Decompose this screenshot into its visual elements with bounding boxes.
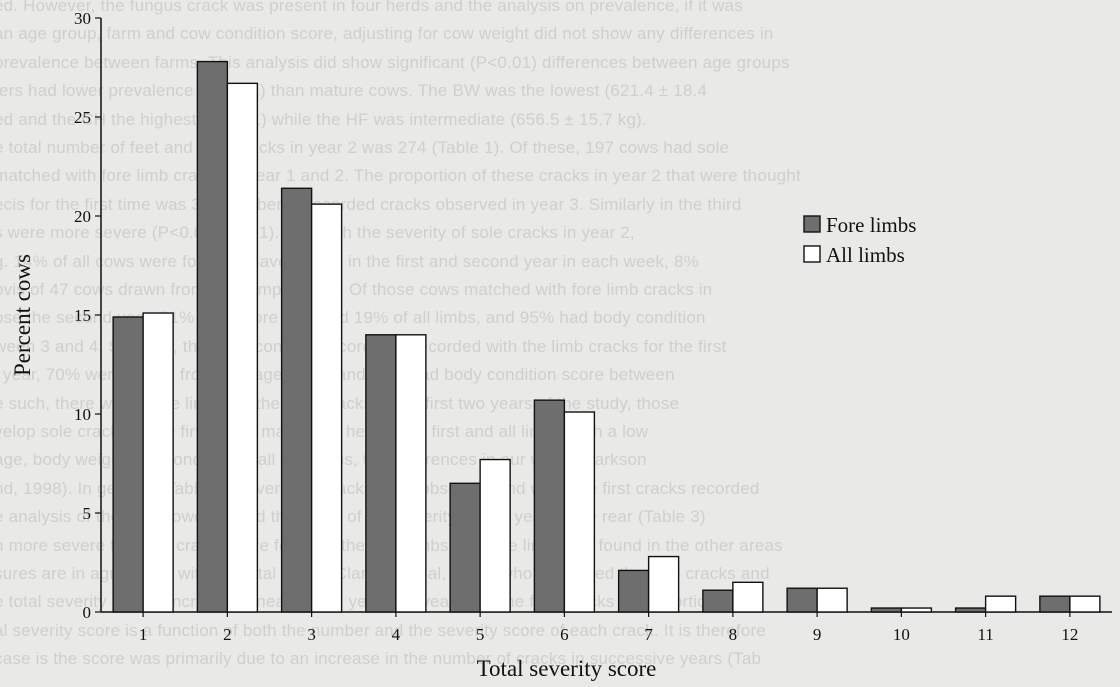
- y-tick-label: 10: [74, 405, 91, 424]
- bar-all-limbs: [816, 587, 848, 613]
- background-text-line: ween 3 and 4. Similarly, the body condit…: [0, 336, 727, 356]
- background-text-line: ed. However, the fungus crack was presen…: [0, 0, 743, 15]
- x-tick-label: 10: [893, 625, 910, 644]
- bar-fore-limbs: [617, 569, 650, 613]
- background-text-line: e analysis of the site, however, and the…: [0, 507, 706, 527]
- background-text-line: ose the second year, 81% of the fore lim…: [0, 308, 706, 328]
- legend-label-fore-limbs: Fore limbs: [826, 213, 916, 237]
- legend-box: [792, 199, 952, 285]
- background-text-line: ecis for the first time was 36. Number o…: [0, 194, 742, 214]
- background-text-line: fers had lower prevalence (P<0.01) than …: [0, 81, 708, 101]
- legend-swatch-fore-limbs: [803, 215, 821, 233]
- bar-all-limbs: [563, 411, 596, 613]
- bar-fore-limbs: [533, 399, 566, 613]
- bar-all-limbs: [984, 595, 1017, 613]
- x-tick-label: 5: [476, 625, 485, 644]
- background-text-line: an age group, farm and cow condition sco…: [0, 24, 774, 44]
- y-ticks: 0 5 10 15 20 25 30: [74, 9, 101, 622]
- bar-all-limbs: [900, 607, 933, 613]
- y-tick-label: 0: [83, 603, 92, 622]
- bar-all-limbs: [395, 334, 427, 613]
- x-tick-label: 6: [560, 625, 569, 644]
- bar-fore-limbs: [365, 334, 397, 613]
- x-tick-label: 11: [977, 625, 993, 644]
- y-tick-label: 5: [83, 504, 92, 523]
- x-tick-label: 8: [729, 625, 738, 644]
- background-text-line: case is the score was primarily due to a…: [0, 649, 762, 669]
- y-axis-label: Percent cows: [10, 254, 35, 376]
- background-text-line: e total number of feet and sole cracks i…: [0, 138, 730, 157]
- bar-all-limbs: [1069, 595, 1101, 613]
- x-tick-label: 7: [644, 625, 653, 644]
- bar-fore-limbs: [954, 607, 987, 613]
- x-tick-label: 4: [392, 625, 401, 644]
- x-tick-label: 12: [1061, 625, 1078, 644]
- x-tick-label: 2: [223, 625, 232, 644]
- bars: [112, 60, 1101, 613]
- legend: Fore limbs All limbs: [792, 199, 952, 285]
- bar-all-limbs: [647, 555, 680, 613]
- background-text-line: al severity score is a function of both …: [0, 620, 767, 640]
- y-tick-label: 15: [74, 306, 91, 325]
- bar-all-limbs: [479, 458, 511, 613]
- bar-all-limbs: [732, 581, 764, 613]
- x-tick-labels: 1 2 3 4 5 6 7 8 9 10 11 12: [139, 612, 1078, 644]
- x-tick-label: 3: [307, 625, 316, 644]
- background-text-line: ovis of 47 cows drawn from the sample of…: [0, 280, 713, 299]
- bar-all-limbs: [142, 312, 174, 613]
- x-tick-label: 9: [813, 625, 822, 644]
- bar-fore-limbs: [702, 589, 734, 613]
- bar-fore-limbs: [870, 607, 903, 613]
- legend-swatch-all-limbs: [803, 245, 821, 263]
- legend-label-all-limbs: All limbs: [826, 243, 905, 267]
- bar-fore-limbs: [112, 316, 144, 613]
- y-tick-label: 25: [74, 108, 91, 127]
- bar-fore-limbs: [449, 482, 481, 613]
- bar-all-limbs: [310, 203, 343, 613]
- bar-all-limbs: [226, 82, 259, 613]
- y-tick-label: 30: [74, 9, 91, 28]
- bar-fore-limbs: [196, 60, 229, 613]
- x-tick-label: 1: [139, 625, 148, 644]
- background-text-line: g. 14% of all cows were found to have cr…: [0, 251, 699, 271]
- background-text-line: ed and the CH the highest (p<0.01) while…: [0, 109, 647, 129]
- x-axis-label: Total severity score: [477, 656, 657, 681]
- bar-fore-limbs: [786, 587, 818, 613]
- bar-fore-limbs: [280, 187, 313, 613]
- bar-fore-limbs: [1039, 595, 1071, 613]
- y-tick-label: 20: [74, 207, 91, 226]
